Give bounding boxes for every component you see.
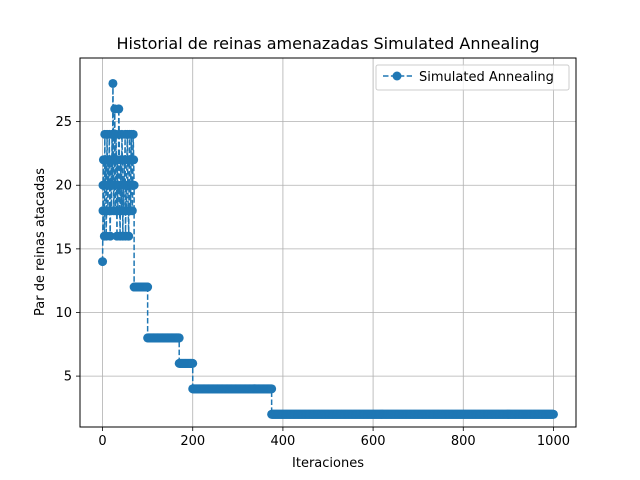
data-point [128,129,138,139]
x-tick-label: 600 [361,434,386,449]
y-tick-label: 5 [64,370,72,385]
legend-box [375,64,570,91]
data-point [129,180,139,190]
x-tick-label: 0 [98,434,106,449]
data-point [143,282,153,292]
data-point [548,409,558,419]
legend-marker [392,71,402,81]
y-tick-label: 25 [55,115,72,130]
y-axis-label: Par de reinas atacadas [33,168,48,316]
chart-title: Historial de reinas amenazadas Simulated… [117,34,540,53]
data-point [124,231,134,241]
x-axis-label: Iteraciones [292,456,364,471]
legend: Simulated Annealing [375,64,570,91]
data-point [114,104,124,114]
x-tick-label: 400 [270,434,295,449]
data-point [98,257,108,267]
x-tick-label: 1000 [537,434,570,449]
plot-frame [79,57,577,428]
x-tick-label: 800 [451,434,476,449]
y-tick-label: 15 [55,242,72,257]
y-tick-label: 10 [55,306,72,321]
data-point [105,231,115,241]
grid [80,58,576,427]
data-point [129,155,139,165]
data-point [267,384,277,394]
legend-entry-label: Simulated Annealing [419,70,554,85]
axis-ticks: 0 200 400 600 800 1000 5 10 15 20 25 [55,115,570,449]
data-point [127,206,137,216]
y-tick-label: 20 [55,179,72,194]
series-simulated-annealing [98,78,558,419]
data-point [108,78,118,88]
x-tick-label: 200 [180,434,205,449]
data-point [174,333,184,343]
data-point [188,358,198,368]
